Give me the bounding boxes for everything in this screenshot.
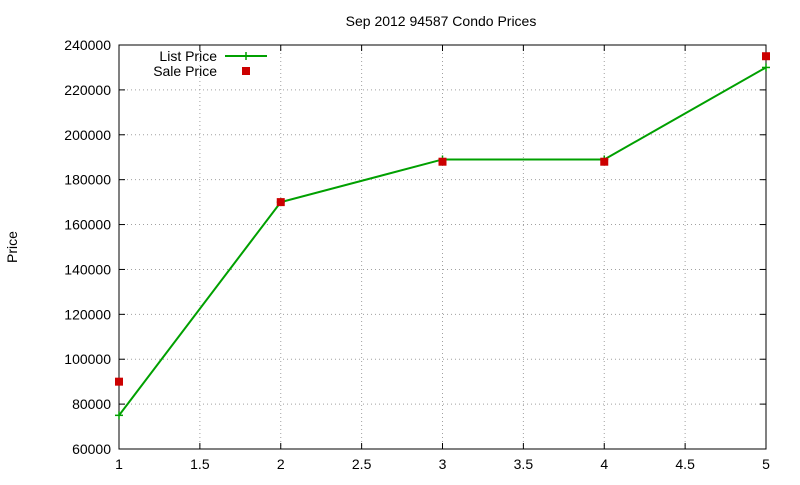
- x-tick-label: 4: [600, 456, 608, 472]
- y-tick-label: 140000: [64, 261, 111, 277]
- list-price-point: [762, 63, 770, 72]
- y-tick-label: 120000: [64, 306, 111, 322]
- y-axis-label: Price: [4, 231, 20, 263]
- x-tick-label: 4.5: [675, 456, 695, 472]
- y-tick-label: 60000: [72, 441, 111, 457]
- legend-label: Sale Price: [153, 63, 217, 79]
- x-tick-label: 5: [762, 456, 770, 472]
- chart-title: Sep 2012 94587 Condo Prices: [346, 13, 537, 29]
- x-tick-label: 1: [115, 456, 123, 472]
- axis-ticks: 1 1.5 2 2.5 3 3.5 4 4.5 5 60000 80000 100000 120000 1…: [64, 37, 770, 472]
- y-tick-label: 220000: [64, 82, 111, 98]
- y-tick-label: 180000: [64, 172, 111, 188]
- sale-price-point: [438, 157, 447, 166]
- legend-label: List Price: [159, 48, 217, 64]
- y-tick-label: 240000: [64, 37, 111, 53]
- sale-price-point: [600, 157, 609, 166]
- legend-entry-list-price: List Price: [159, 48, 267, 64]
- series-sale-price: [115, 52, 770, 386]
- series-layer: [115, 52, 770, 420]
- x-tick-label: 3.5: [514, 456, 534, 472]
- x-tick-label: 2.5: [352, 456, 372, 472]
- grid: [119, 45, 766, 449]
- x-tick-label: 2: [277, 456, 285, 472]
- list-price-point: [115, 411, 123, 420]
- legend-square-marker: [242, 67, 250, 75]
- sale-price-point: [115, 377, 123, 386]
- y-tick-label: 200000: [64, 127, 111, 143]
- x-tick-label: 3: [439, 456, 447, 472]
- legend-plus-marker: [242, 52, 250, 60]
- y-tick-label: 160000: [64, 217, 111, 233]
- x-tick-label: 1.5: [190, 456, 210, 472]
- sale-price-point: [276, 198, 285, 207]
- legend-entry-sale-price: Sale Price: [153, 63, 250, 79]
- y-tick-label: 80000: [72, 396, 111, 412]
- sale-price-point: [762, 52, 770, 61]
- y-tick-label: 100000: [64, 351, 111, 367]
